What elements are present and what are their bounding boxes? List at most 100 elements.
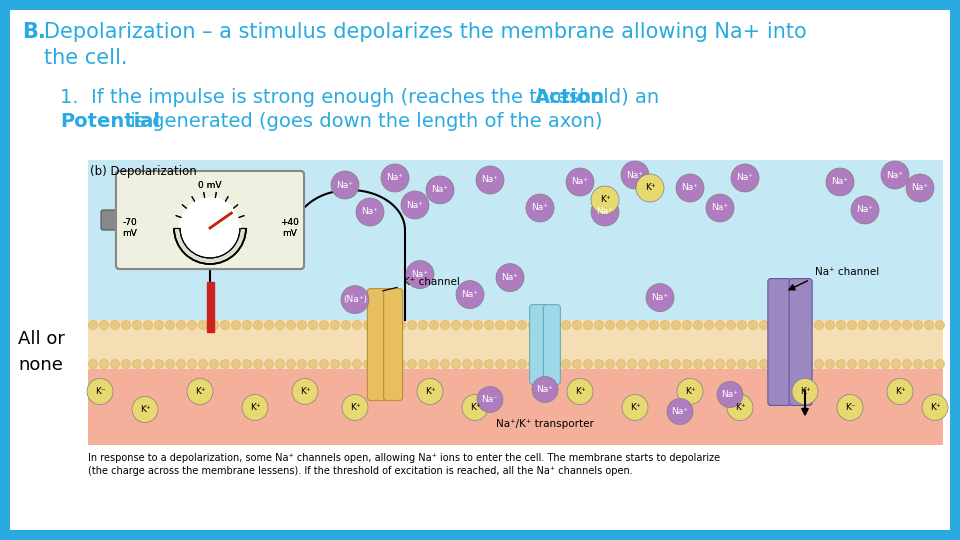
Text: K⁺: K⁺ xyxy=(424,387,435,396)
Circle shape xyxy=(330,360,340,368)
FancyBboxPatch shape xyxy=(116,171,304,269)
Circle shape xyxy=(922,395,948,421)
Circle shape xyxy=(540,360,548,368)
Circle shape xyxy=(616,321,626,329)
Circle shape xyxy=(292,379,318,404)
Circle shape xyxy=(396,360,405,368)
Text: K⁺: K⁺ xyxy=(800,387,810,396)
FancyBboxPatch shape xyxy=(88,369,943,445)
Circle shape xyxy=(826,168,854,196)
Circle shape xyxy=(892,321,900,329)
Circle shape xyxy=(180,198,240,258)
Circle shape xyxy=(429,360,439,368)
Circle shape xyxy=(462,395,488,421)
Circle shape xyxy=(594,360,604,368)
Circle shape xyxy=(265,360,274,368)
Text: -70
mV: -70 mV xyxy=(123,218,137,238)
Circle shape xyxy=(517,360,526,368)
Circle shape xyxy=(330,321,340,329)
Wedge shape xyxy=(174,228,246,264)
Text: Na⁺: Na⁺ xyxy=(462,290,478,299)
Circle shape xyxy=(881,161,909,189)
Circle shape xyxy=(660,360,669,368)
Circle shape xyxy=(132,396,158,422)
Circle shape xyxy=(715,360,725,368)
Circle shape xyxy=(660,321,669,329)
Circle shape xyxy=(88,321,98,329)
Circle shape xyxy=(858,360,868,368)
Circle shape xyxy=(671,321,681,329)
Text: Na⁺: Na⁺ xyxy=(627,171,643,179)
Circle shape xyxy=(781,360,790,368)
Circle shape xyxy=(759,321,769,329)
Text: K⁺: K⁺ xyxy=(645,184,656,192)
Circle shape xyxy=(407,360,417,368)
Circle shape xyxy=(517,321,526,329)
Circle shape xyxy=(837,395,863,421)
Text: K⁺: K⁺ xyxy=(469,403,480,412)
Circle shape xyxy=(804,360,812,368)
Circle shape xyxy=(737,360,747,368)
Circle shape xyxy=(100,360,108,368)
Text: Na⁺: Na⁺ xyxy=(532,204,548,213)
Circle shape xyxy=(902,321,911,329)
FancyBboxPatch shape xyxy=(88,320,943,369)
Text: K⁺: K⁺ xyxy=(600,195,611,205)
Text: Na⁺ channel: Na⁺ channel xyxy=(815,267,879,276)
Circle shape xyxy=(132,321,141,329)
Circle shape xyxy=(177,321,185,329)
Circle shape xyxy=(705,360,713,368)
Text: Na⁺: Na⁺ xyxy=(406,200,423,210)
Circle shape xyxy=(88,360,98,368)
Text: Na⁺: Na⁺ xyxy=(431,186,448,194)
Text: Na⁺: Na⁺ xyxy=(537,385,554,394)
FancyBboxPatch shape xyxy=(88,160,943,320)
Circle shape xyxy=(419,360,427,368)
Text: K⁺: K⁺ xyxy=(195,387,205,396)
Circle shape xyxy=(804,321,812,329)
Circle shape xyxy=(243,321,252,329)
Circle shape xyxy=(87,379,113,404)
Circle shape xyxy=(364,321,372,329)
Circle shape xyxy=(677,379,703,404)
Circle shape xyxy=(342,360,350,368)
Circle shape xyxy=(110,321,119,329)
Circle shape xyxy=(386,360,395,368)
Circle shape xyxy=(187,379,213,404)
Text: K⁺: K⁺ xyxy=(895,387,905,396)
Circle shape xyxy=(209,360,219,368)
Circle shape xyxy=(165,360,175,368)
Circle shape xyxy=(836,360,846,368)
Circle shape xyxy=(243,360,252,368)
Circle shape xyxy=(122,360,131,368)
Circle shape xyxy=(550,360,560,368)
Circle shape xyxy=(231,360,241,368)
Circle shape xyxy=(616,360,626,368)
Text: Na⁻: Na⁻ xyxy=(482,395,498,404)
Circle shape xyxy=(594,321,604,329)
Circle shape xyxy=(209,321,219,329)
Circle shape xyxy=(826,360,834,368)
Circle shape xyxy=(381,164,409,192)
Wedge shape xyxy=(174,228,246,264)
Circle shape xyxy=(473,360,483,368)
Circle shape xyxy=(715,321,725,329)
Text: Na⁺: Na⁺ xyxy=(886,171,903,179)
Text: Action: Action xyxy=(535,88,605,107)
Circle shape xyxy=(507,360,516,368)
Circle shape xyxy=(143,321,153,329)
Circle shape xyxy=(495,321,505,329)
Circle shape xyxy=(253,360,262,368)
Circle shape xyxy=(143,360,153,368)
Circle shape xyxy=(407,321,417,329)
Text: 0 mV: 0 mV xyxy=(199,180,222,190)
Text: K⁺: K⁺ xyxy=(250,403,260,412)
Circle shape xyxy=(650,321,659,329)
Circle shape xyxy=(935,360,945,368)
Circle shape xyxy=(473,321,483,329)
Circle shape xyxy=(177,360,185,368)
Circle shape xyxy=(793,360,802,368)
Circle shape xyxy=(441,360,449,368)
Circle shape xyxy=(584,360,592,368)
Circle shape xyxy=(792,379,818,404)
